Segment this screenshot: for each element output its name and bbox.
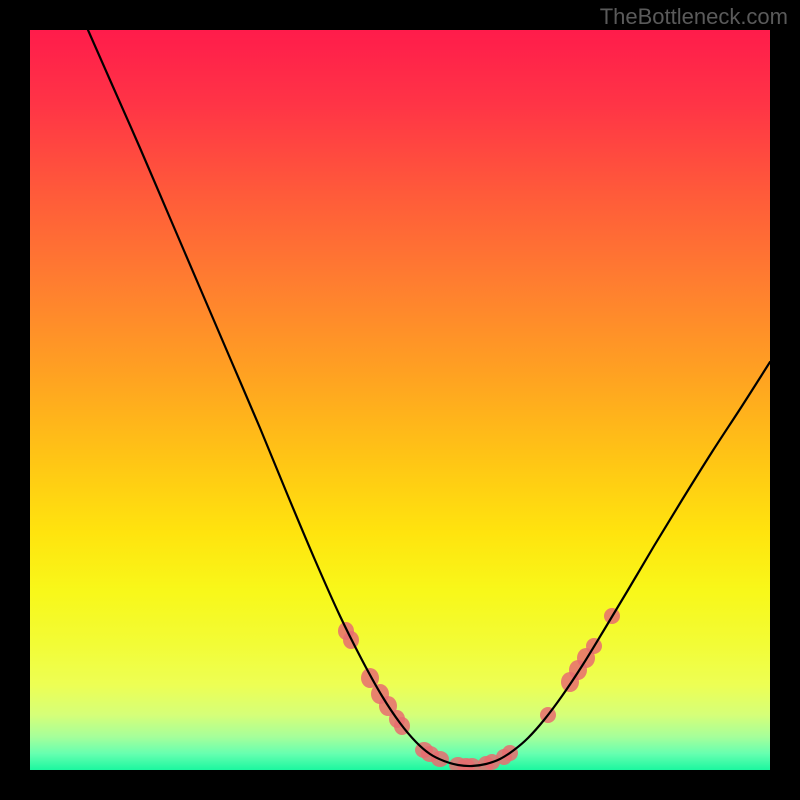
bottleneck-curve: [88, 30, 770, 766]
markers-group: [338, 608, 620, 770]
plot-area: [30, 30, 770, 770]
watermark-text: TheBottleneck.com: [600, 4, 788, 30]
chart-svg: [30, 30, 770, 770]
